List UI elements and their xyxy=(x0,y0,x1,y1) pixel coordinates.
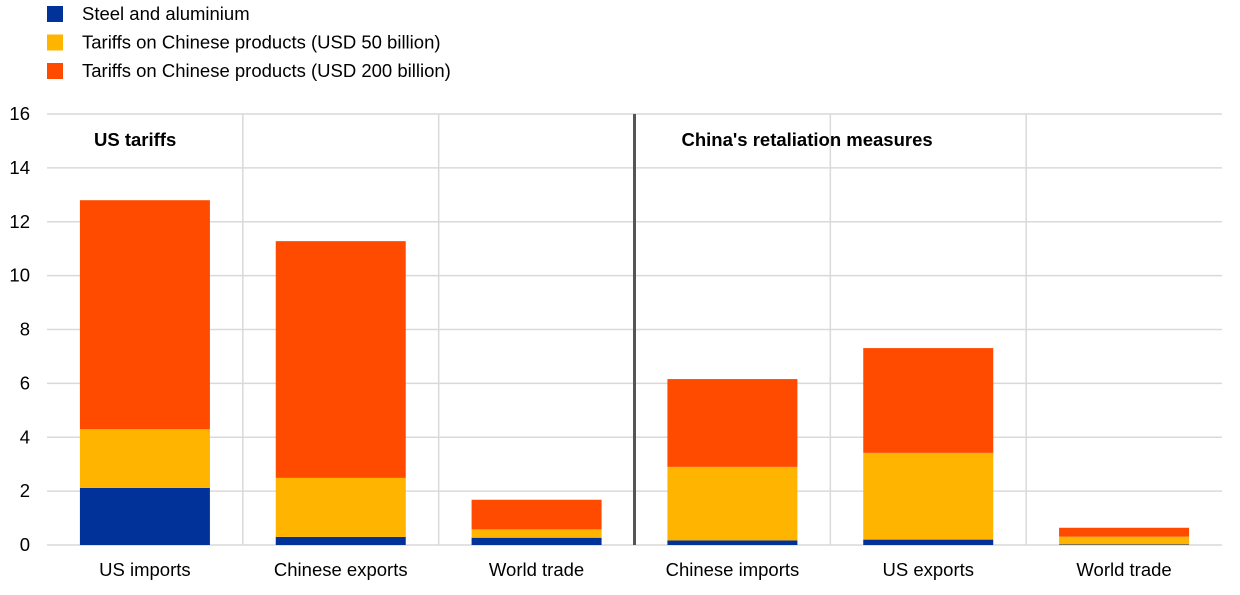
x-tick-label: Chinese exports xyxy=(274,559,408,580)
bar-segment xyxy=(471,537,602,545)
y-tick-label: 8 xyxy=(20,319,30,340)
bar-segment xyxy=(79,429,210,488)
legend-swatch xyxy=(47,34,63,51)
y-tick-label: 14 xyxy=(9,157,30,178)
x-tick-label: US exports xyxy=(882,559,974,580)
bar-segment xyxy=(863,348,994,453)
bar-segment xyxy=(79,200,210,430)
bar-segment xyxy=(667,466,798,541)
legend-swatch xyxy=(47,63,63,79)
legend-label: Tariffs on Chinese products (USD 200 bil… xyxy=(82,60,451,81)
bar-segment xyxy=(667,540,798,545)
y-tick-label: 12 xyxy=(9,211,30,232)
x-tick-label: Chinese imports xyxy=(666,559,800,580)
bar-segment xyxy=(275,241,406,478)
x-tick-label: World trade xyxy=(1076,559,1171,580)
legend-label: Steel and aluminium xyxy=(82,3,250,24)
y-tick-label: 10 xyxy=(9,265,30,286)
bar-segment xyxy=(863,539,994,545)
bar-segment xyxy=(79,487,210,545)
bar-segment xyxy=(275,477,406,537)
x-tick-label: US imports xyxy=(99,559,191,580)
x-tick-label: World trade xyxy=(489,559,584,580)
y-tick-label: 0 xyxy=(20,534,30,555)
legend-swatch xyxy=(47,6,63,22)
bar-segment xyxy=(863,452,994,540)
panel-label: US tariffs xyxy=(94,129,176,150)
y-tick-label: 16 xyxy=(9,103,30,124)
bar-segment xyxy=(471,499,602,530)
bar-segment xyxy=(1059,536,1190,545)
panel-label: China's retaliation measures xyxy=(682,129,933,150)
bar-segment xyxy=(1059,544,1190,545)
y-tick-label: 6 xyxy=(20,372,30,393)
bar-segment xyxy=(667,379,798,467)
y-tick-label: 4 xyxy=(20,426,30,447)
bar-segment xyxy=(275,536,406,545)
legend-label: Tariffs on Chinese products (USD 50 bill… xyxy=(82,32,441,53)
y-tick-label: 2 xyxy=(20,480,30,501)
bar-segment xyxy=(471,529,602,538)
bar-segment xyxy=(1059,527,1190,537)
